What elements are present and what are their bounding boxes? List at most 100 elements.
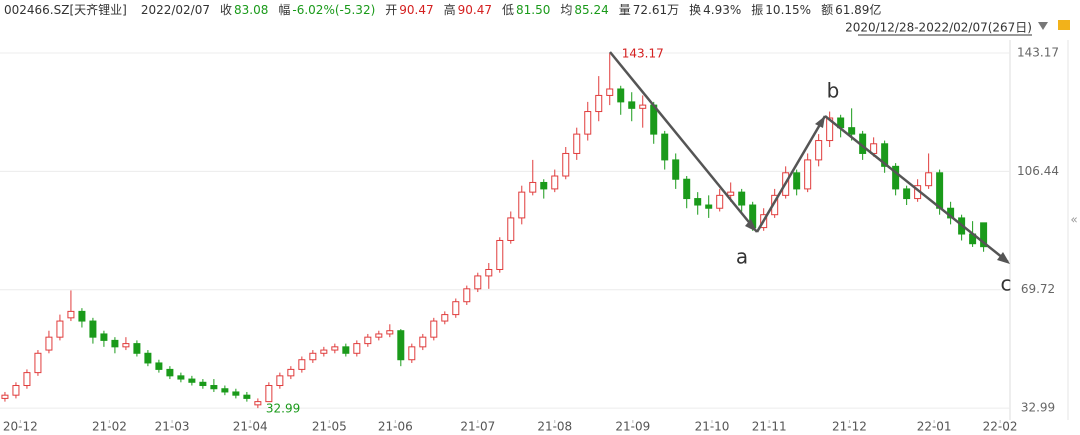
candle-body	[78, 310, 86, 322]
candle-body	[375, 333, 383, 338]
candle-body	[463, 288, 471, 303]
candle-body	[474, 275, 482, 290]
candle-body	[518, 191, 526, 219]
candle-body	[529, 181, 537, 193]
arrow-head	[745, 219, 757, 232]
field-value: 85.24	[574, 3, 608, 17]
candle-body	[56, 320, 64, 338]
field-label: 高	[444, 2, 456, 17]
candle-body	[738, 191, 746, 206]
lock-icon[interactable]	[1058, 20, 1070, 30]
candle-body	[287, 368, 295, 377]
date: 2022/02/07	[141, 3, 210, 17]
candle-body	[111, 339, 119, 348]
candle-body	[89, 320, 97, 338]
candle-body	[386, 330, 394, 335]
candle-body	[980, 222, 988, 248]
candle-body	[254, 401, 262, 406]
candle-body	[716, 194, 724, 209]
header: 002466.SZ[天齐锂业] 2022/02/07 收 83.08 幅 -6.02%(-…	[4, 2, 881, 17]
candle-body	[815, 140, 823, 161]
y-tick-label: 106.44	[1017, 164, 1059, 178]
candle-body	[320, 349, 328, 354]
x-tick-label: 21-02	[92, 420, 127, 434]
candle-body	[661, 133, 669, 161]
max-label: 143.17	[622, 46, 664, 60]
candle-body	[441, 314, 449, 322]
x-tick-label: 21-11	[752, 420, 787, 434]
field-value: 81.50	[516, 3, 550, 17]
candle-body	[419, 336, 427, 348]
candle-body	[936, 172, 944, 209]
candle-body	[628, 101, 636, 109]
field-label: 开	[385, 3, 397, 17]
candle-body	[452, 301, 460, 316]
candle-body	[331, 346, 339, 351]
candle-body	[639, 104, 647, 109]
x-tick-label: 21-10	[695, 420, 730, 434]
date-range[interactable]: 2020/12/28-2022/02/07(267日)	[845, 21, 1032, 35]
arrow-head	[815, 116, 825, 128]
x-tick-label: 21-09	[615, 420, 650, 434]
x-tick-label: 22-01	[917, 420, 952, 434]
field-label: 幅	[278, 2, 290, 17]
candle-body	[848, 127, 856, 135]
candle-body	[67, 310, 75, 319]
candle-body	[540, 181, 548, 190]
dropdown-icon[interactable]	[1038, 22, 1048, 30]
candle-body	[562, 152, 570, 177]
y-tick-label: 32.99	[1021, 401, 1055, 415]
collapse-button[interactable]: «	[1070, 213, 1077, 227]
candle-body	[144, 352, 152, 364]
candle-body	[397, 330, 405, 361]
candle-body	[606, 88, 614, 96]
candle-body	[155, 362, 163, 370]
candle-body	[34, 352, 42, 374]
y-tick-label: 69.72	[1021, 282, 1055, 296]
candle-body	[727, 191, 735, 196]
x-tick-label: 22-02	[983, 420, 1018, 434]
field-value: 72.61万	[633, 3, 679, 17]
wave-label: b	[827, 79, 840, 103]
candle-body	[309, 352, 317, 361]
candle-body	[881, 143, 889, 167]
candle-body	[672, 159, 680, 180]
candle-body	[826, 117, 834, 142]
header-info: 002466.SZ[天齐锂业] 2022/02/07 收 83.08 幅 -6.02%(-…	[4, 2, 881, 17]
candle-body	[573, 133, 581, 154]
candle-body	[23, 372, 31, 387]
candle-body	[496, 239, 504, 270]
candle-body	[430, 320, 438, 338]
candle-body	[793, 172, 801, 190]
candle-body	[133, 343, 141, 354]
candle-body	[364, 336, 372, 345]
candle-body	[166, 368, 174, 377]
candle-body	[408, 346, 416, 361]
candle-body	[683, 178, 691, 200]
arrow-head	[997, 252, 1010, 264]
field-value: 61.89亿	[835, 2, 881, 17]
candle-body	[276, 375, 284, 387]
candle-body	[243, 394, 251, 399]
candle-body	[903, 188, 911, 200]
candle-body	[221, 388, 229, 393]
candle-body	[12, 385, 20, 396]
x-tick-label: 21-12	[832, 420, 867, 434]
candle-body	[584, 111, 592, 135]
field-value: 83.08	[234, 3, 268, 17]
field-value: 90.47	[458, 3, 492, 17]
candle-body	[617, 88, 625, 103]
candle-body	[892, 165, 900, 190]
x-tick-label: 20-12	[3, 420, 38, 434]
symbol: 002466.SZ[天齐锂业]	[4, 2, 127, 17]
candle-body	[694, 198, 702, 206]
wave-label: a	[736, 245, 748, 269]
field-label: 收	[220, 3, 232, 17]
candle-body	[100, 333, 108, 341]
candle-body	[122, 343, 130, 348]
candle-body	[45, 336, 53, 351]
field-value: 10.15%	[765, 3, 811, 17]
field-value: 90.47	[399, 3, 433, 17]
field-label: 换	[689, 3, 701, 17]
